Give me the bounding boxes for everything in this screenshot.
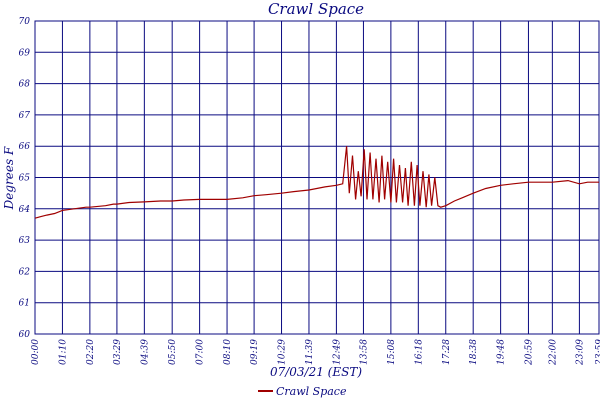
x-tick-labels: 00:00 01:10 02:20 03:29 04:39 05:50 07:00 08:10…: [31, 339, 600, 366]
x-tick-label: 22:00: [548, 339, 558, 366]
x-tick-label: 13:58: [359, 339, 369, 365]
y-tick-label: 64: [19, 205, 31, 215]
x-tick-label: 05:50: [168, 339, 178, 365]
x-tick-label: 18:38: [469, 339, 479, 365]
chart-title: Crawl Space: [268, 0, 364, 18]
x-tick-label: 07:00: [196, 339, 206, 365]
x-tick-label: 08:10: [223, 339, 233, 365]
x-tick-label: 23:09: [575, 339, 585, 366]
series-line: [34, 146, 599, 219]
x-tick-label: 20:59: [524, 339, 534, 366]
grid: [35, 21, 599, 334]
y-tick-label: 70: [19, 17, 31, 27]
x-axis-label: 07/03/21 (EST): [270, 365, 362, 379]
legend-label: Crawl Space: [276, 385, 347, 398]
x-tick-label: 00:00: [31, 339, 41, 365]
y-tick-label: 63: [19, 236, 31, 246]
legend: Crawl Space: [258, 385, 347, 398]
x-tick-label: 23:59: [595, 339, 600, 366]
x-tick-label: 03:29: [113, 339, 123, 365]
x-tick-label: 15:08: [387, 339, 397, 365]
x-tick-label: 01:10: [58, 339, 68, 365]
x-tick-label: 16:18: [414, 339, 424, 365]
y-tick-label: 66: [19, 142, 31, 152]
x-tick-label: 12:49: [332, 339, 342, 365]
x-tick-label: 10:29: [278, 339, 288, 365]
x-tick-label: 02:20: [86, 339, 96, 365]
x-tick-label: 19:48: [497, 339, 507, 365]
y-tick-label: 65: [19, 174, 31, 184]
x-tick-label: 11:39: [305, 339, 315, 365]
y-axis-label: Degrees F: [2, 146, 16, 210]
y-tick-label: 68: [19, 80, 31, 90]
x-tick-label: 17:28: [442, 339, 452, 365]
y-tick-label: 60: [19, 330, 31, 340]
y-tick-label: 69: [19, 48, 31, 58]
y-tick-labels: 60 61 62 63 64 65 66 67 68 69 70: [19, 17, 31, 340]
series-lines: [34, 146, 599, 219]
y-tick-label: 61: [19, 299, 30, 309]
y-tick-label: 67: [19, 111, 31, 121]
y-tick-label: 62: [19, 267, 31, 277]
x-tick-label: 09:19: [250, 339, 260, 365]
x-tick-label: 04:39: [140, 339, 150, 365]
